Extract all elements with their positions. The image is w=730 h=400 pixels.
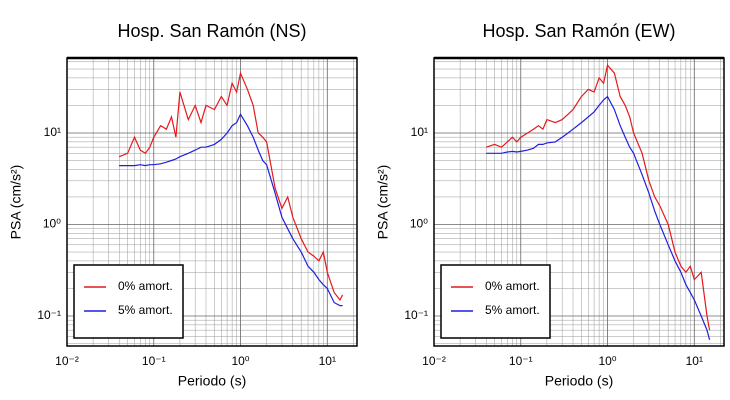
legend-box <box>440 264 551 339</box>
y-tick-label: 10⁰ <box>43 217 61 231</box>
chart-title: Hosp. San Ramón (NS) <box>117 21 306 41</box>
x-axis-label: Periodo (s) <box>178 373 246 389</box>
series-line <box>486 95 711 340</box>
chart-title: Hosp. San Ramón (EW) <box>482 21 675 41</box>
y-tick-label: 10⁻¹ <box>37 308 61 322</box>
x-tick-label: 10⁰ <box>231 354 249 368</box>
legend-label: 5% amort. <box>485 303 540 317</box>
x-tick-label: 10⁰ <box>598 354 616 368</box>
legend-label: 0% amort. <box>118 279 173 293</box>
x-tick-label: 10⁻¹ <box>509 354 533 368</box>
y-tick-label: 10⁰ <box>410 217 428 231</box>
y-tick-label: 10⁻¹ <box>404 308 428 322</box>
x-tick-label: 10⁻² <box>55 354 79 368</box>
legend-box <box>73 264 184 339</box>
x-tick-label: 10¹ <box>686 354 703 368</box>
y-axis-label: PSA (cm/s²) <box>375 165 391 240</box>
legend-label: 5% amort. <box>118 303 173 317</box>
legend-label: 0% amort. <box>485 279 540 293</box>
x-tick-label: 10⁻¹ <box>142 354 166 368</box>
y-tick-label: 10¹ <box>44 125 61 139</box>
x-tick-label: 10⁻² <box>422 354 446 368</box>
y-axis-label: PSA (cm/s²) <box>8 165 24 240</box>
series-line <box>119 113 343 307</box>
series-line <box>486 63 711 331</box>
series-line <box>118 71 344 301</box>
x-tick-label: 10¹ <box>319 354 336 368</box>
x-axis-label: Periodo (s) <box>545 373 613 389</box>
y-tick-label: 10¹ <box>411 125 428 139</box>
